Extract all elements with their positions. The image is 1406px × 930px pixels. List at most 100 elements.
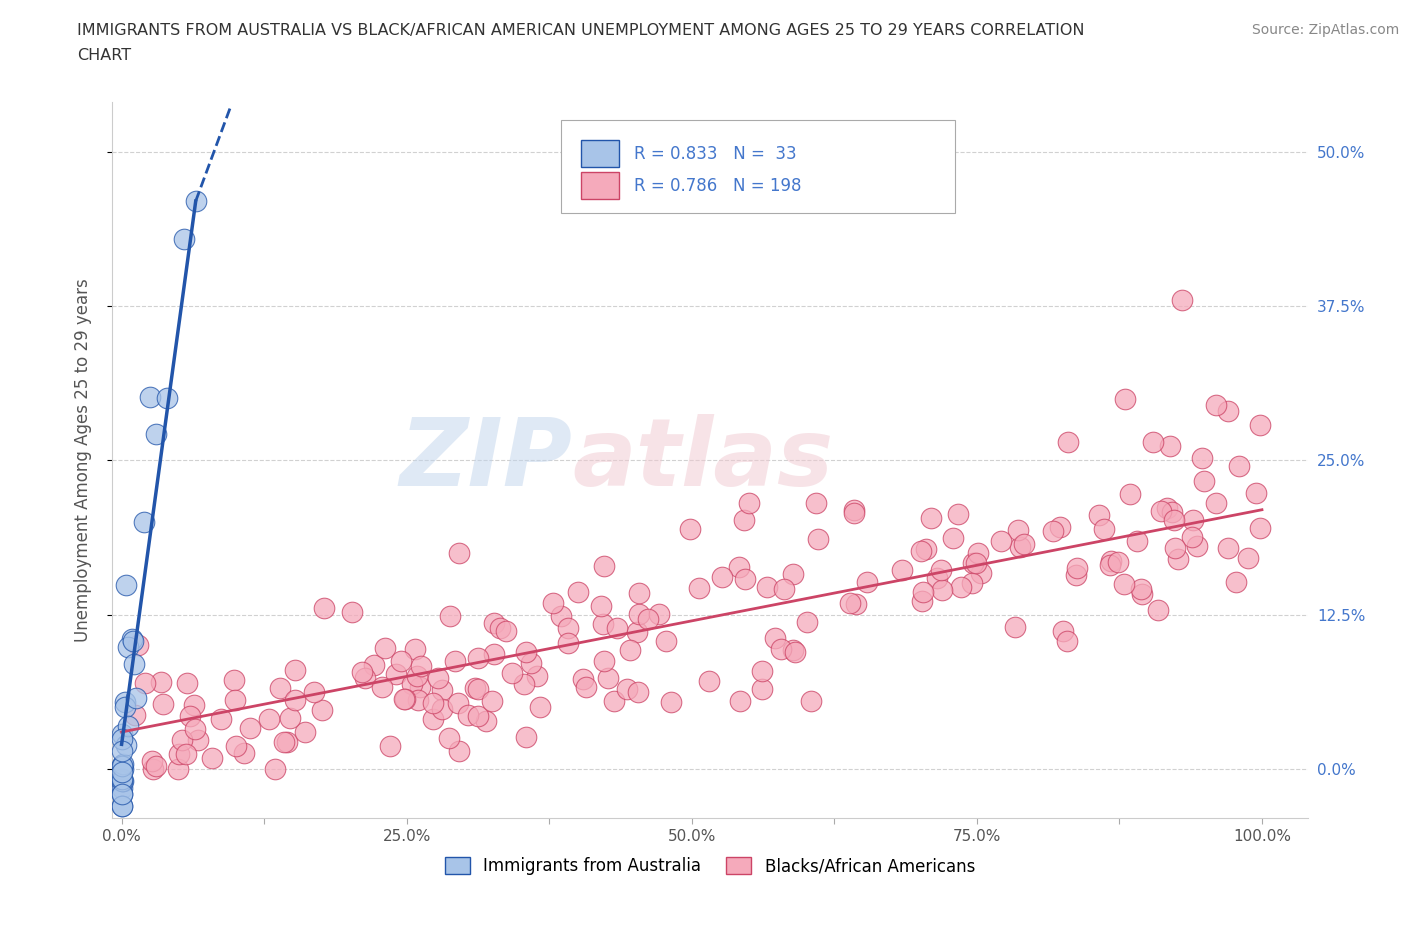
Point bbox=[1126, 534, 1149, 549]
Point bbox=[931, 582, 953, 597]
Point bbox=[1205, 496, 1227, 511]
Point bbox=[233, 746, 256, 761]
Text: ZIP: ZIP bbox=[399, 415, 572, 506]
Point bbox=[734, 571, 756, 586]
Point bbox=[125, 690, 148, 705]
Point bbox=[444, 654, 467, 669]
Point bbox=[572, 671, 595, 686]
Point bbox=[1042, 524, 1064, 538]
Point bbox=[967, 545, 990, 560]
Point bbox=[112, 756, 135, 771]
Point bbox=[557, 635, 579, 650]
Point bbox=[515, 644, 537, 659]
Point bbox=[467, 650, 489, 665]
Point bbox=[1249, 520, 1271, 535]
Point bbox=[432, 701, 454, 716]
Point bbox=[284, 662, 307, 677]
Point bbox=[751, 664, 773, 679]
Point bbox=[946, 507, 969, 522]
Point bbox=[920, 511, 942, 525]
Point bbox=[688, 581, 710, 596]
Point bbox=[603, 693, 626, 708]
Text: R = 0.786   N = 198: R = 0.786 N = 198 bbox=[634, 177, 801, 194]
Legend: Immigrants from Australia, Blacks/African Americans: Immigrants from Australia, Blacks/Africa… bbox=[439, 850, 981, 882]
Point bbox=[142, 762, 165, 777]
Point bbox=[782, 566, 804, 581]
Point bbox=[467, 708, 489, 723]
Point bbox=[391, 653, 413, 668]
Point bbox=[626, 625, 648, 640]
Point bbox=[990, 534, 1012, 549]
Point bbox=[1163, 512, 1185, 527]
Point bbox=[117, 718, 139, 733]
Point bbox=[294, 725, 316, 740]
Point bbox=[141, 754, 163, 769]
Point bbox=[1216, 540, 1239, 555]
Point bbox=[426, 671, 449, 686]
Point bbox=[484, 616, 506, 631]
Point bbox=[659, 694, 682, 709]
Point bbox=[616, 682, 638, 697]
Point bbox=[927, 571, 949, 586]
Point bbox=[1114, 392, 1136, 406]
Point bbox=[1182, 512, 1205, 527]
Point bbox=[1216, 404, 1239, 418]
Point bbox=[1237, 551, 1260, 565]
Point bbox=[114, 737, 136, 752]
FancyBboxPatch shape bbox=[581, 140, 619, 167]
Point bbox=[806, 496, 828, 511]
Point bbox=[482, 646, 505, 661]
Point bbox=[949, 580, 972, 595]
Point bbox=[111, 731, 134, 746]
Point bbox=[139, 390, 162, 405]
Point bbox=[121, 631, 143, 646]
Point bbox=[111, 762, 134, 777]
Point bbox=[122, 633, 145, 648]
Point bbox=[1163, 540, 1185, 555]
Point bbox=[152, 697, 174, 711]
Point bbox=[481, 694, 503, 709]
Point bbox=[1057, 434, 1080, 449]
Point bbox=[384, 666, 406, 681]
Point bbox=[911, 593, 934, 608]
Text: R = 0.833   N =  33: R = 0.833 N = 33 bbox=[634, 145, 796, 163]
Point bbox=[209, 711, 232, 726]
Text: atlas: atlas bbox=[572, 415, 834, 506]
Point bbox=[1119, 487, 1142, 502]
Point bbox=[1007, 523, 1029, 538]
Point bbox=[751, 682, 773, 697]
Point bbox=[342, 604, 364, 619]
Point bbox=[110, 780, 132, 795]
Point bbox=[855, 575, 877, 590]
Point bbox=[710, 570, 733, 585]
Point bbox=[529, 699, 551, 714]
Point bbox=[627, 585, 650, 600]
Point bbox=[406, 693, 429, 708]
Point bbox=[842, 502, 865, 517]
Point bbox=[264, 762, 287, 777]
Point bbox=[422, 711, 444, 726]
Point bbox=[1129, 581, 1152, 596]
Point bbox=[1227, 458, 1250, 473]
Point bbox=[1205, 397, 1227, 412]
Point bbox=[110, 774, 132, 789]
Point bbox=[225, 738, 247, 753]
Point bbox=[627, 685, 650, 700]
Point bbox=[124, 708, 146, 723]
Point bbox=[378, 738, 401, 753]
Point bbox=[172, 733, 194, 748]
Point bbox=[737, 496, 759, 511]
FancyBboxPatch shape bbox=[581, 172, 619, 199]
Point bbox=[224, 672, 246, 687]
Point bbox=[406, 669, 429, 684]
Point bbox=[111, 774, 134, 789]
Point bbox=[929, 563, 952, 578]
Point bbox=[1114, 577, 1136, 591]
Point bbox=[1191, 450, 1213, 465]
Point bbox=[962, 555, 984, 570]
Point bbox=[1010, 539, 1032, 554]
Point bbox=[654, 633, 676, 648]
Point bbox=[697, 673, 720, 688]
Point bbox=[648, 606, 671, 621]
Point bbox=[1167, 551, 1189, 566]
